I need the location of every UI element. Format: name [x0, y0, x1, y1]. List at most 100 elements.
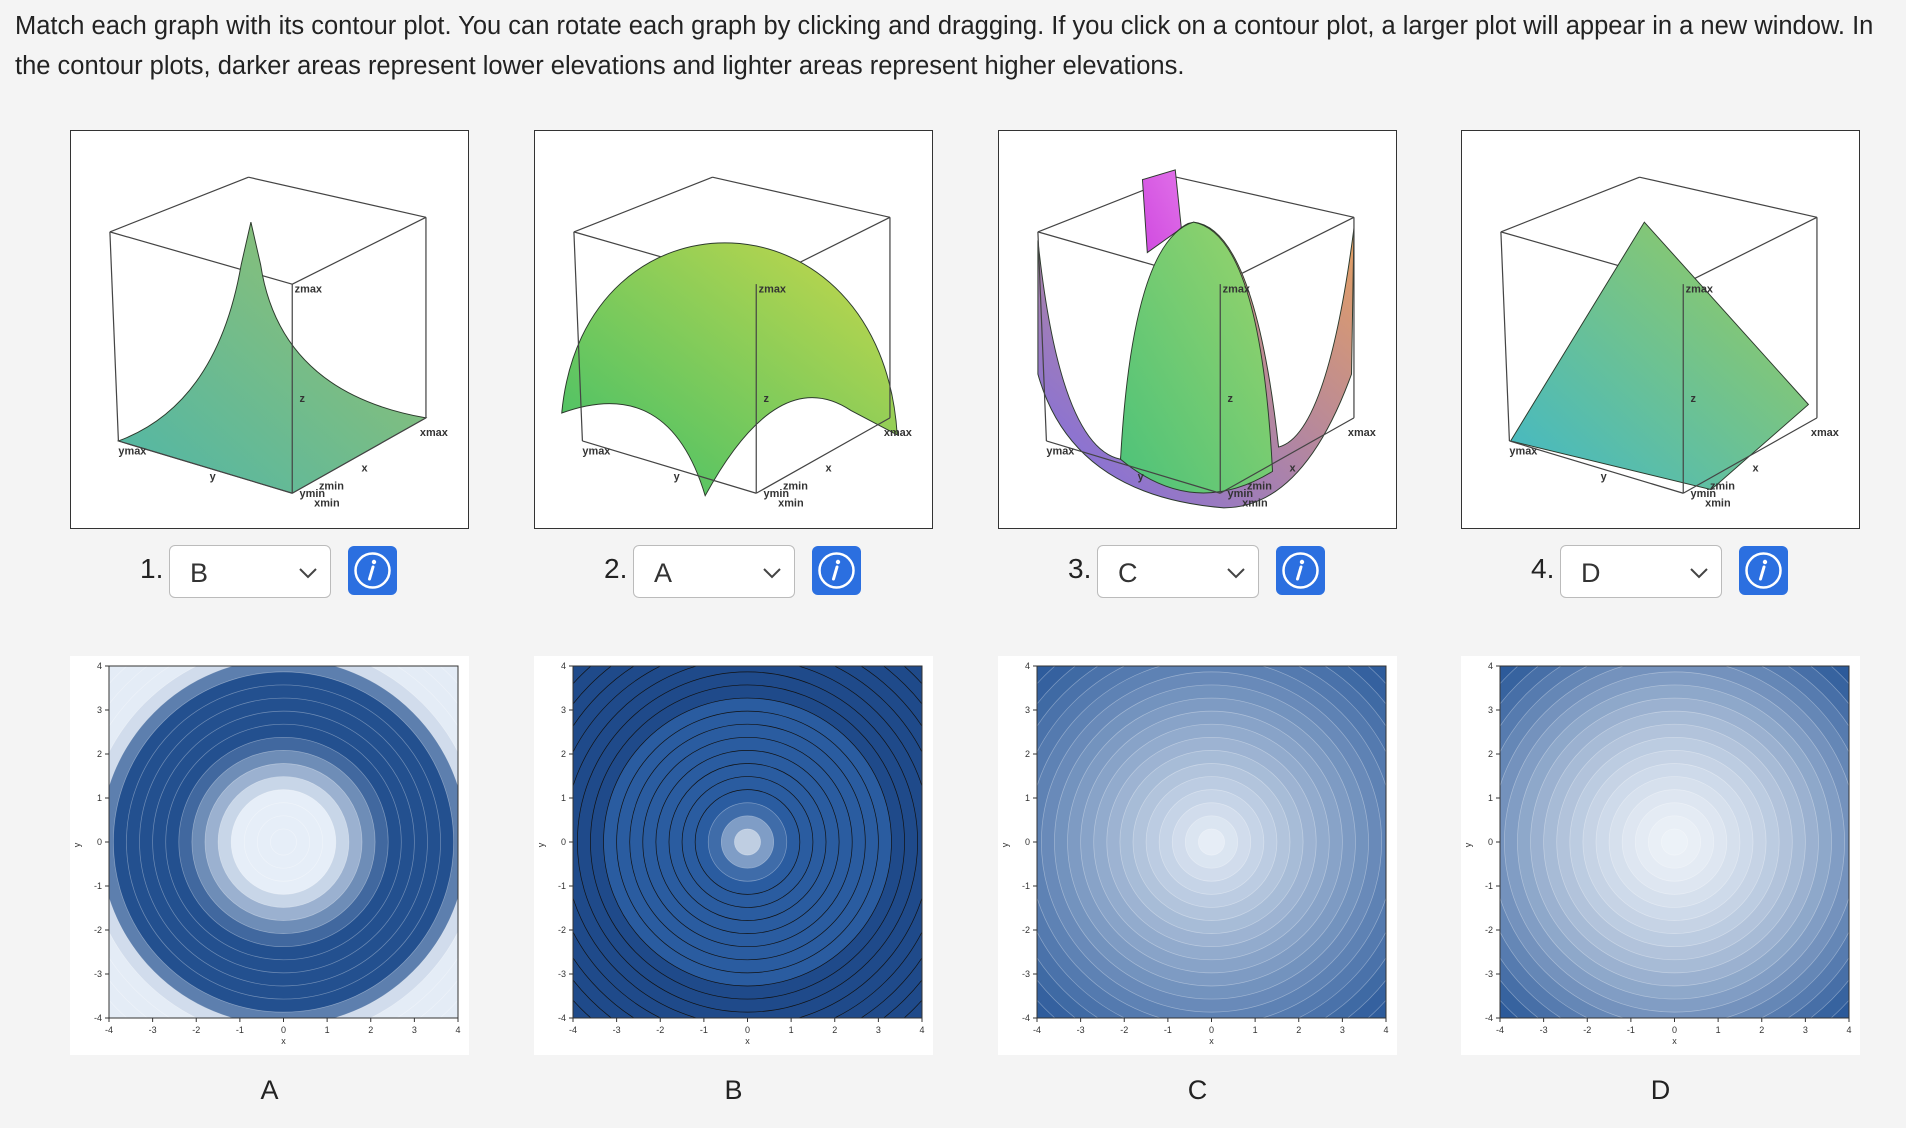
y-tick-label: 2 — [1025, 749, 1030, 759]
info-dot — [1299, 559, 1305, 565]
contour-group — [1037, 666, 1386, 1018]
axis-label: z — [764, 393, 770, 405]
chevron — [299, 568, 317, 579]
graph-number: 2. — [604, 553, 628, 584]
y-tick-label: -1 — [558, 881, 566, 891]
contour-svg: -4-4 -3 -3 -2 -2 -1 -1 0 0 1 1 2 2 3 3 4 4 x y — [536, 661, 925, 1046]
axis-label: xmin — [314, 498, 340, 510]
chevron — [1227, 568, 1245, 579]
x-tick-label: 2 — [1296, 1025, 1301, 1035]
info-dot — [371, 559, 377, 565]
box-edge — [291, 417, 427, 494]
y-tick-label: -2 — [94, 925, 102, 935]
axis-label: xmin — [778, 498, 804, 510]
answer-select[interactable]: A — [633, 545, 795, 598]
axis-label: ymax — [118, 445, 146, 457]
info-button[interactable] — [812, 546, 861, 595]
box-edge — [118, 440, 293, 494]
axis-label: ymin — [764, 488, 790, 500]
y-tick-label: 1 — [561, 793, 566, 803]
y-tick-label: -4 — [1485, 1013, 1493, 1023]
x-axis-label: x — [1209, 1036, 1214, 1046]
y-tick-label: -1 — [94, 881, 102, 891]
contour-group — [109, 666, 458, 1018]
axis-label: ymax — [582, 445, 610, 457]
y-tick-label: 2 — [97, 749, 102, 759]
chevron — [1690, 568, 1708, 579]
contour-svg: -4-4 -3 -3 -2 -2 -1 -1 0 0 1 1 2 2 3 3 4 4 x y — [1463, 661, 1852, 1046]
answer-select[interactable]: C — [1097, 545, 1259, 598]
box-edge — [109, 231, 120, 442]
x-tick-label: 3 — [412, 1025, 417, 1035]
y-tick-label: 0 — [1488, 837, 1493, 847]
surface — [1120, 221, 1274, 494]
graph-3d[interactable]: zmax xmax ymax x y z zmin ymin xmin — [998, 130, 1397, 529]
graph-number: 1. — [140, 553, 164, 584]
y-axis-label: y — [1000, 842, 1010, 847]
axis-label: xmax — [884, 427, 912, 439]
y-tick-label: 2 — [561, 749, 566, 759]
graph-3d[interactable]: zmax xmax ymax x y z zmin ymin xmin — [534, 130, 933, 529]
graph-3d[interactable]: zmax xmax ymax x y z zmin ymin xmin — [70, 130, 469, 529]
x-tick-label: -1 — [1164, 1025, 1172, 1035]
graph-number: 4. — [1531, 553, 1555, 584]
info-stem — [1296, 565, 1303, 581]
y-tick-label: -1 — [1485, 881, 1493, 891]
box-edge — [712, 176, 891, 218]
box-edge — [1046, 440, 1221, 494]
info-ring — [1745, 552, 1782, 589]
info-icon — [1282, 552, 1319, 589]
axis-label: zmin — [783, 481, 808, 493]
axis-label: ymin — [1228, 488, 1254, 500]
graph-number: 3. — [1068, 553, 1092, 584]
info-button[interactable] — [1739, 546, 1788, 595]
contour-band — [1661, 828, 1688, 856]
x-tick-label: 0 — [745, 1025, 750, 1035]
info-ring — [818, 552, 855, 589]
y-axis-label: y — [1463, 842, 1473, 847]
y-tick-label: 4 — [1488, 661, 1493, 671]
x-tick-label: 2 — [1759, 1025, 1764, 1035]
info-button[interactable] — [1276, 546, 1325, 595]
x-tick-label: -3 — [149, 1025, 157, 1035]
axis-label: z — [300, 393, 306, 405]
chevron-path — [1690, 568, 1708, 579]
axis-label: y — [674, 471, 681, 483]
x-tick-label: 0 — [281, 1025, 286, 1035]
answer-select[interactable]: B — [169, 545, 331, 598]
y-tick-label: -2 — [558, 925, 566, 935]
x-tick-label: -3 — [613, 1025, 621, 1035]
info-icon — [818, 552, 855, 589]
y-tick-label: -3 — [558, 969, 566, 979]
contour-plot[interactable]: -4 -4 -3 -3 -2 -2 -1 -1 0 0 1 1 2 2 3 3 4 4 x y — [998, 656, 1397, 1055]
axis-label: z — [1228, 393, 1234, 405]
box-edge — [109, 231, 293, 285]
axis-label: zmax — [1223, 284, 1250, 296]
answer-select[interactable]: D — [1560, 545, 1722, 598]
contour-plot[interactable]: -4 -4 -3 -3 -2 -2 -1 -1 0 0 1 1 2 2 3 3 4 4 x y — [1461, 656, 1860, 1055]
contour-plot[interactable]: -4 -4 -3 -3 -2 -2 -1 -1 0 0 1 1 2 2 3 3 4 4 x y — [534, 656, 933, 1055]
contour-svg: -4-4 -3 -3 -2 -2 -1 -1 0 0 1 1 2 2 3 3 4 4 x y — [1000, 661, 1389, 1046]
info-button[interactable] — [348, 546, 397, 595]
axis-label: x — [1753, 462, 1759, 474]
y-tick-label: 4 — [561, 661, 566, 671]
axis-label: zmin — [1710, 481, 1735, 493]
box-edge — [291, 216, 427, 285]
box-edge — [109, 176, 249, 233]
graph-3d[interactable]: zmax xmax ymax x y z zmin ymin xmin — [1461, 130, 1860, 529]
box-edge — [1682, 417, 1818, 494]
y-axis-label: y — [72, 842, 82, 847]
y-tick-label: 3 — [97, 705, 102, 715]
info-dot — [1762, 559, 1768, 565]
axis-label: y — [1138, 471, 1145, 483]
x-tick-label: 3 — [876, 1025, 881, 1035]
chevron-path — [299, 568, 317, 579]
x-tick-label: 3 — [1340, 1025, 1345, 1035]
contour-plot[interactable]: -4 -4 -3 -3 -2 -2 -1 -1 0 0 1 1 2 2 3 3 4 4 x y — [70, 656, 469, 1055]
contour-label: A — [260, 1075, 279, 1105]
contour-label: C — [1187, 1075, 1208, 1105]
y-tick-label: -3 — [1485, 969, 1493, 979]
